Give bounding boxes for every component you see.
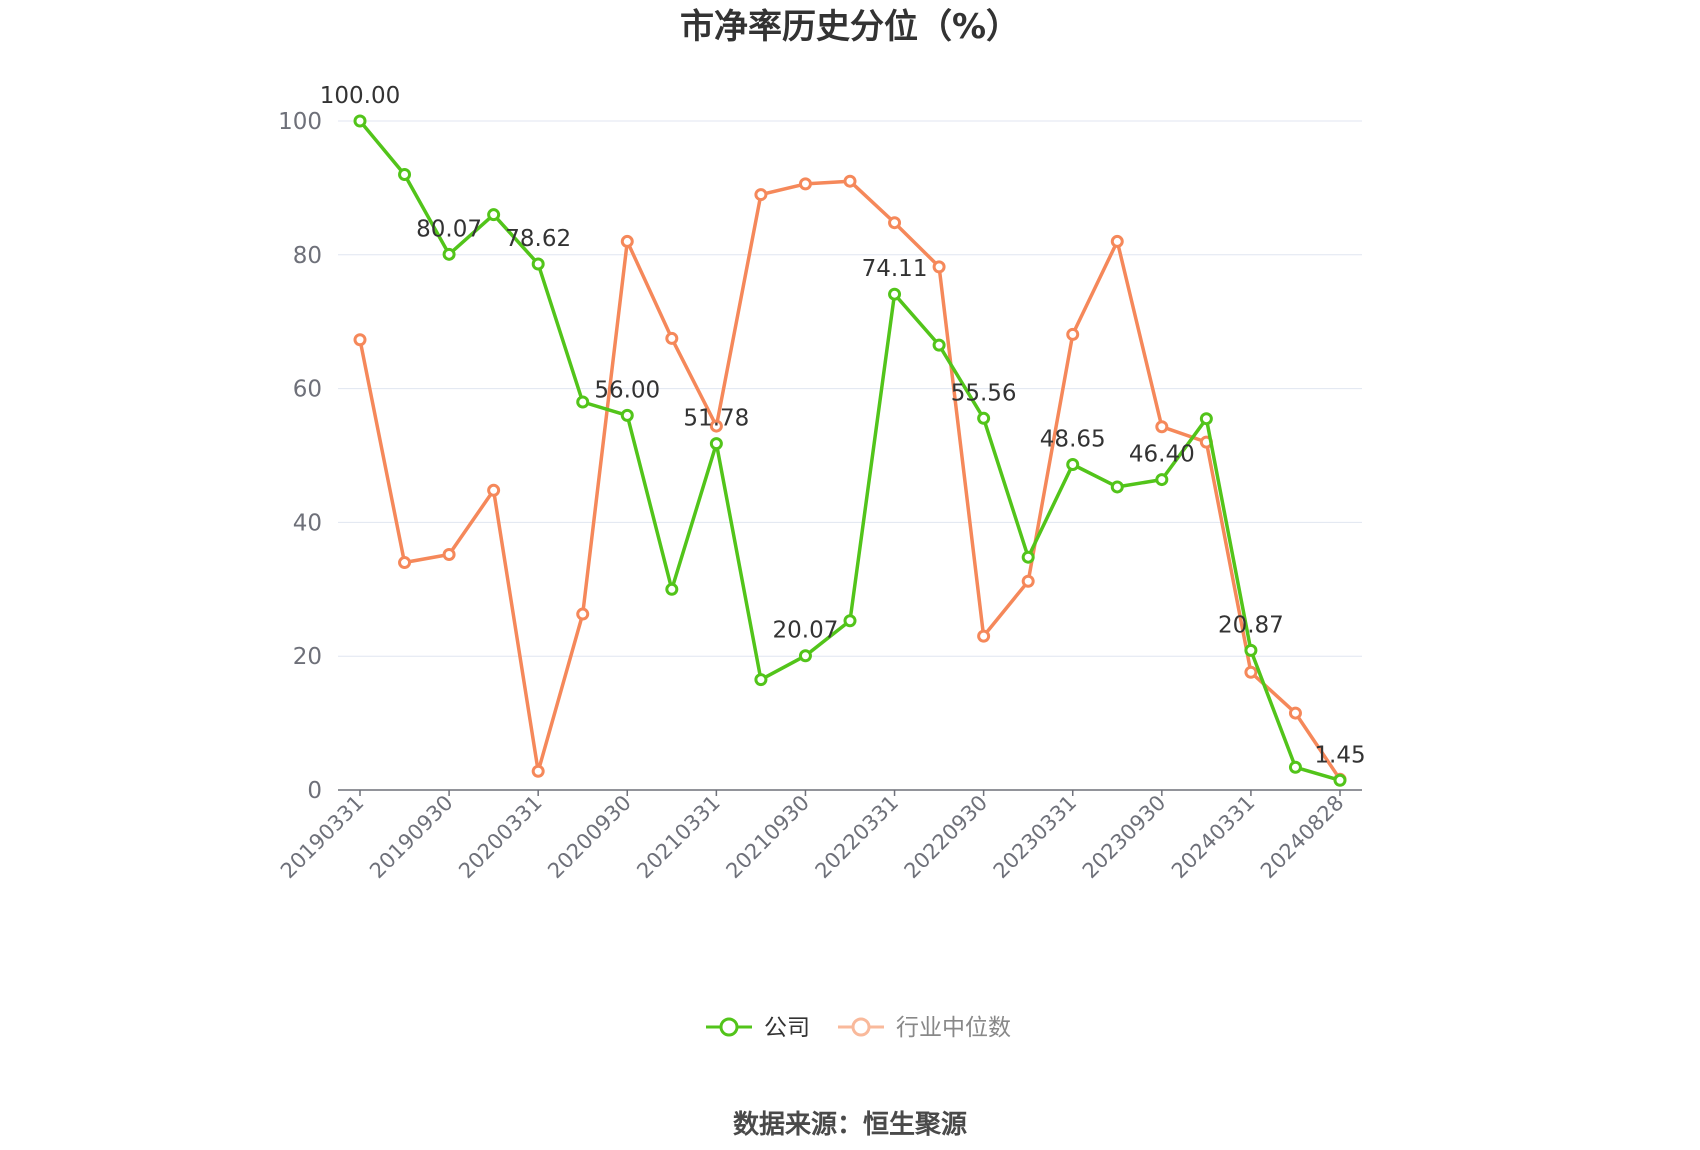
- series-1-point-13: [932, 260, 946, 274]
- y-tick-label-5: 100: [278, 109, 322, 135]
- series-1-point-16: [1066, 327, 1080, 341]
- series-0-point-4: [531, 257, 545, 271]
- series-1-point-2: [442, 548, 456, 562]
- series-1-point-8: [709, 419, 723, 433]
- series-0-point-19: [1199, 412, 1213, 426]
- x-tick-label-8: 20230331: [989, 791, 1082, 884]
- x-tick-label-6: 20220331: [811, 791, 904, 884]
- x-tick-label-9: 20230930: [1078, 791, 1171, 884]
- series-0-point-7: [665, 582, 679, 596]
- x-tick-label-3: 20200930: [543, 791, 636, 884]
- x-tick-label-4: 20210331: [632, 791, 725, 884]
- grid: [338, 120, 1362, 657]
- series-0-point-17: [1110, 480, 1124, 494]
- legend-label-company: 公司: [764, 1015, 810, 1041]
- series-1-point-15: [1021, 574, 1035, 588]
- data-label-10: 20.07: [773, 618, 839, 644]
- series-1-point-1: [398, 556, 412, 570]
- series-0-point-13: [932, 338, 946, 352]
- series-0-point-5: [576, 395, 590, 409]
- legend-item-industry[interactable]: 行业中位数: [838, 1015, 1011, 1041]
- data-labels: 100.00 80.07 78.62 56.00 51.78 20.07 74.11 55.5…: [320, 83, 1366, 768]
- data-label-16: 48.65: [1040, 427, 1106, 453]
- x-tick-label-1: 20190930: [365, 791, 458, 884]
- series-1-point-5: [576, 607, 590, 621]
- y-tick-label-2: 40: [293, 510, 322, 536]
- series-0-point-2: [442, 247, 456, 261]
- series-1-point-3: [487, 483, 501, 497]
- x-tick-label-2: 20200331: [454, 791, 547, 884]
- series-1-point-18: [1155, 420, 1169, 434]
- x-tick-label-10: 20240331: [1167, 791, 1260, 884]
- x-tick-label-0: 20190331: [276, 791, 369, 884]
- x-tick-label-5: 20210930: [721, 791, 814, 884]
- series-1-point-20: [1244, 665, 1258, 679]
- x-tick-label-7: 20220930: [900, 791, 993, 884]
- series-0-point-10: [798, 649, 812, 663]
- y-tick-label-0: 0: [307, 778, 322, 804]
- series-1-point-21: [1288, 706, 1302, 720]
- series-1-point-12: [888, 216, 902, 230]
- data-label-2: 80.07: [416, 216, 482, 242]
- series-0-point-22: [1333, 773, 1347, 787]
- legend-item-company[interactable]: 公司: [706, 1015, 810, 1041]
- legend[interactable]: 公司 行业中位数: [706, 1015, 1011, 1041]
- series-0-point-11: [843, 614, 857, 628]
- series-0-point-15: [1021, 550, 1035, 564]
- legend-marker-industry: [851, 1017, 871, 1037]
- legend-label-industry: 行业中位数: [896, 1015, 1011, 1041]
- data-label-0: 100.00: [320, 83, 400, 109]
- series-0-point-18: [1155, 473, 1169, 487]
- data-label-14: 55.56: [951, 380, 1017, 406]
- series-1-point-10: [798, 177, 812, 191]
- series-line-1: [358, 179, 1342, 781]
- series-0-point-20: [1244, 643, 1258, 657]
- y-tick-label-3: 60: [293, 377, 322, 403]
- series-1-point-0: [353, 333, 367, 347]
- series-0-point-12: [888, 287, 902, 301]
- series-1-point-17: [1110, 234, 1124, 248]
- series-0-point-14: [977, 411, 991, 425]
- data-label-8: 51.78: [683, 406, 749, 432]
- series-1-point-14: [977, 629, 991, 643]
- y-tick-label-4: 80: [293, 243, 322, 269]
- data-label-12: 74.11: [862, 256, 928, 282]
- series-0-point-0: [353, 114, 367, 128]
- series-0-point-9: [754, 673, 768, 687]
- data-label-6: 56.00: [594, 377, 660, 403]
- series: [353, 114, 1347, 787]
- data-label-22: 1.45: [1314, 742, 1365, 768]
- series-1-point-6: [620, 234, 634, 248]
- y-tick-label-1: 20: [293, 644, 322, 670]
- data-label-4: 78.62: [505, 226, 571, 252]
- legend-marker-company: [719, 1017, 739, 1037]
- source-text: 数据来源：恒生聚源: [733, 1110, 967, 1140]
- chart-title: 市净率历史分位（%）: [680, 7, 1020, 47]
- series-0-point-3: [487, 208, 501, 222]
- series-0-point-16: [1066, 458, 1080, 472]
- series-0-point-6: [620, 408, 634, 422]
- data-label-20: 20.87: [1218, 612, 1284, 638]
- series-1-point-11: [843, 174, 857, 188]
- series-0-point-8: [709, 437, 723, 451]
- series-1-point-7: [665, 331, 679, 345]
- data-label-18: 46.40: [1129, 442, 1195, 468]
- x-tick-label-11: 20240828: [1256, 791, 1349, 884]
- series-0-point-1: [398, 168, 412, 182]
- series-1-point-4: [531, 764, 545, 778]
- series-0-point-21: [1288, 760, 1302, 774]
- series-1-point-9: [754, 188, 768, 202]
